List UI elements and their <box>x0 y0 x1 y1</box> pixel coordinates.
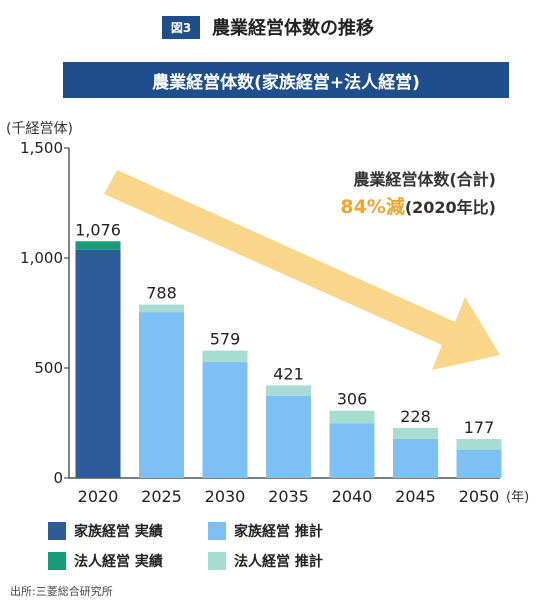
bar-total-label: 228 <box>400 407 431 426</box>
figure-title: 農業経営体数の推移 <box>212 18 374 39</box>
legend-item-family-actual: 家族経営 実績 <box>48 520 163 542</box>
y-axis-unit-label: (千経営体) <box>6 121 73 137</box>
bar-total-label: 306 <box>337 390 368 409</box>
bar-total-label: 579 <box>210 330 241 349</box>
annotation-base: (2020年比) <box>404 198 496 217</box>
bar-total-label: 788 <box>146 284 177 303</box>
bar-total-label: 177 <box>464 418 495 437</box>
figure-header: 図3 農業経営体数の推移 <box>0 12 540 44</box>
bar-corp-2025 <box>139 304 184 313</box>
bar-corp-2035 <box>266 385 311 396</box>
x-tick-label: 2025 <box>141 487 182 506</box>
bar-family-2035 <box>266 395 311 478</box>
x-axis-unit-label: (年) <box>506 490 529 505</box>
bar-family-2025 <box>139 312 184 478</box>
bar-corp-2020 <box>75 241 121 250</box>
legend-swatch <box>208 552 226 570</box>
y-tick-label: 1,500 <box>20 139 63 157</box>
legend-label: 法人経営 推計 <box>234 554 323 570</box>
legend-label: 法人経営 実績 <box>74 554 163 570</box>
bar-family-2040 <box>329 423 375 478</box>
x-tick-label: 2045 <box>395 487 436 506</box>
legend-swatch <box>48 522 66 540</box>
bar-corp-2030 <box>202 350 248 363</box>
decline-annotation: 農業経営体数(合計) 84%減(2020年比) <box>340 166 496 219</box>
bar-family-2030 <box>202 362 248 478</box>
chart-legend: 家族経営 実績 家族経営 推計 法人経営 実績 法人経営 推計 <box>48 520 488 580</box>
legend-label: 家族経営 推計 <box>234 524 323 540</box>
legend-swatch <box>48 552 66 570</box>
x-tick-label: 2020 <box>78 487 119 506</box>
y-tick-label: 0 <box>53 469 63 487</box>
annotation-percent: 84%減 <box>340 196 405 218</box>
figure-number-badge: 図3 <box>162 16 200 39</box>
bar-corp-2040 <box>329 410 375 424</box>
bar-family-2020 <box>75 249 121 478</box>
bar-corp-2045 <box>393 427 438 439</box>
legend-swatch <box>208 522 226 540</box>
bar-corp-2050 <box>456 439 502 450</box>
legend-item-family-estimate: 家族経営 推計 <box>208 520 323 542</box>
bar-total-label: 1,076 <box>75 220 121 239</box>
bar-total-label: 421 <box>273 364 304 383</box>
bar-family-2045 <box>393 438 438 478</box>
x-tick-label: 2040 <box>332 487 373 506</box>
annotation-label: 農業経営体数(合計) <box>353 170 496 189</box>
legend-item-corp-actual: 法人経営 実績 <box>48 550 163 572</box>
legend-label: 家族経営 実績 <box>74 524 163 540</box>
x-tick-label: 2050 <box>459 487 500 506</box>
y-tick-label: 500 <box>34 359 63 377</box>
chart-title: 農業経営体数(家族経営+法人経営) <box>63 62 509 98</box>
trend-arrow <box>104 170 500 370</box>
legend-item-corp-estimate: 法人経営 推計 <box>208 550 323 572</box>
y-tick-label: 1,000 <box>20 249 63 267</box>
bar-family-2050 <box>456 449 502 478</box>
x-tick-label: 2035 <box>268 487 309 506</box>
source-note: 出所:三菱総合研究所 <box>10 585 113 598</box>
x-tick-label: 2030 <box>205 487 246 506</box>
annotation-value: 84%減(2020年比) <box>340 192 496 219</box>
